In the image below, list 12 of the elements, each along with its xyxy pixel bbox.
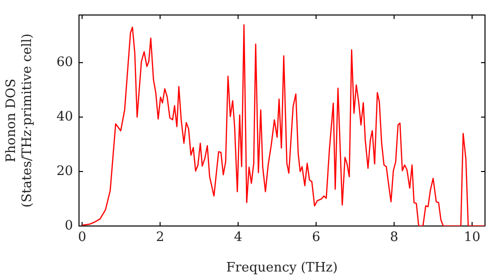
y-tick-label: 60 <box>56 55 73 70</box>
x-tick-label: 6 <box>312 230 320 246</box>
x-tick-label: 4 <box>234 230 242 246</box>
x-tick-label: 10 <box>464 230 480 246</box>
y-tick-label: 0 <box>64 218 73 234</box>
x-axis-title: Frequency (THz) <box>226 260 338 276</box>
y-axis-title: Phonon DOS (States/THz·primitive cell) <box>4 33 35 208</box>
x-tick-label: 0 <box>78 230 86 246</box>
x-tick-label: 8 <box>390 230 398 246</box>
y-tick-label: 40 <box>56 109 73 124</box>
y-tick-label: 20 <box>56 164 73 179</box>
x-tick-label: 2 <box>156 230 164 246</box>
